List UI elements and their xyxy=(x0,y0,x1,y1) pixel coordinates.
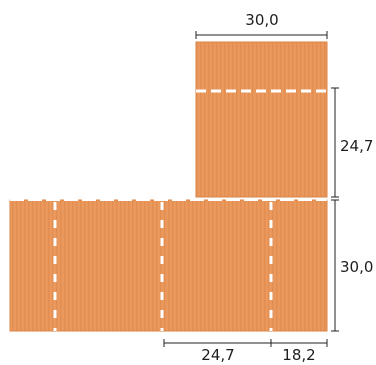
dimension-bottom-height: 30,0 xyxy=(331,199,373,332)
dimension-label-bottom-width-main: 24,7 xyxy=(201,346,234,364)
dimension-label-top-width: 30,0 xyxy=(245,11,278,29)
bottom-brick-row xyxy=(9,199,328,332)
dimension-label-top-height: 24,7 xyxy=(340,137,373,155)
dimension-top-width: 30,0 xyxy=(195,11,328,39)
dimension-top-height: 24,7 xyxy=(331,87,373,198)
dimension-bottom-width-end: 18,2 xyxy=(271,339,328,364)
dimension-bottom-width-main: 24,7 xyxy=(163,339,272,364)
top-brick-block xyxy=(195,41,328,198)
dimension-label-bottom-width-end: 18,2 xyxy=(282,346,315,364)
dimension-label-bottom-height: 30,0 xyxy=(340,258,373,276)
